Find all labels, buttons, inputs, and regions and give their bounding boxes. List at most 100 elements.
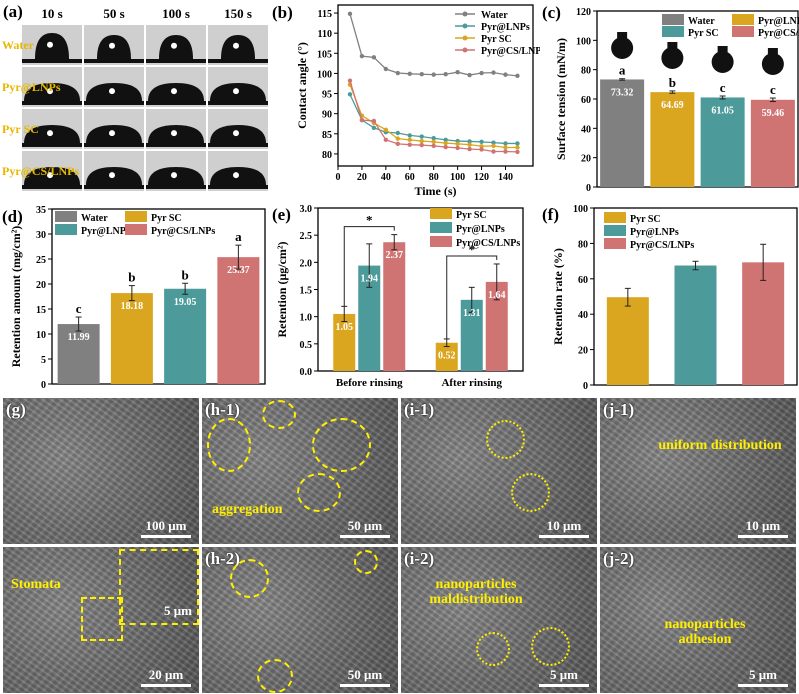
data-point xyxy=(383,137,389,143)
data-point xyxy=(491,70,496,75)
data-point xyxy=(383,127,389,132)
data-point xyxy=(395,70,401,76)
scale-bar-line xyxy=(738,684,788,687)
data-point xyxy=(479,70,484,76)
bar xyxy=(383,242,406,371)
data-point xyxy=(443,144,448,150)
substrate xyxy=(84,59,144,63)
data-point xyxy=(455,70,460,75)
bar xyxy=(674,265,717,385)
bar xyxy=(333,313,356,371)
legend-label: Pyr SC xyxy=(456,210,487,221)
y-tick-label: 0.5 xyxy=(300,340,313,351)
highlight-circle xyxy=(262,400,296,429)
y-tick-label: 80 xyxy=(578,239,588,250)
droplet-highlight xyxy=(109,42,115,49)
chart-c: 0 20 40 60 80 100 120 Surface tension (mN/m) (c)… xyxy=(542,3,799,194)
significance-letter: a xyxy=(235,229,242,244)
legend-swatch xyxy=(55,224,77,235)
data-point xyxy=(431,136,436,141)
bar xyxy=(700,97,745,187)
legend-label: Pyr SC xyxy=(630,214,661,225)
legend-marker xyxy=(462,35,468,41)
significance-marker: * xyxy=(366,213,373,228)
legend-swatch xyxy=(662,26,684,37)
data-point xyxy=(515,141,520,146)
data-point xyxy=(503,72,508,77)
data-point xyxy=(503,145,508,150)
bar-value-label: 0.52 xyxy=(438,351,456,362)
bar-value-label: 25.37 xyxy=(227,265,250,276)
legend-swatch xyxy=(55,211,77,222)
bar xyxy=(600,79,645,187)
data-point xyxy=(407,71,412,77)
highlight-circle xyxy=(486,420,525,459)
bar-value-label: 1.64 xyxy=(488,290,506,301)
panel-label: (i-2) xyxy=(404,549,435,568)
panel-label: (d) xyxy=(2,207,23,226)
x-tick-label: 40 xyxy=(381,172,391,183)
droplet-highlight xyxy=(109,130,115,137)
legend-swatch xyxy=(662,14,684,25)
substrate xyxy=(208,143,268,147)
sem-texture xyxy=(3,547,199,693)
y-tick-label: 0 xyxy=(583,381,588,392)
significance-bracket xyxy=(343,226,395,307)
droplet-highlight xyxy=(47,88,53,95)
bar-value-label: 2.37 xyxy=(386,250,404,261)
annotation: Stomata xyxy=(11,577,61,592)
y-tick-label: 2.5 xyxy=(300,231,313,242)
y-tick-label: 95 xyxy=(322,90,332,101)
legend-label: Pyr SC xyxy=(688,28,719,39)
bar-value-label: 73.32 xyxy=(611,87,634,98)
droplet-highlight xyxy=(109,88,115,95)
panel-label: (f) xyxy=(542,205,559,224)
legend-label: Pyr@LNPs xyxy=(630,227,679,238)
data-point xyxy=(419,138,424,144)
legend-label: Pyr@LNPs xyxy=(758,16,799,27)
time-label: 100 s xyxy=(162,6,190,21)
legend-swatch xyxy=(430,222,452,233)
y-tick-label: 105 xyxy=(317,49,332,60)
scale-bar: 50 μm xyxy=(340,518,390,538)
pendant-drop xyxy=(661,47,684,69)
bar xyxy=(606,297,649,385)
y-tick-label: 35 xyxy=(36,205,46,216)
y-tick-label: 20 xyxy=(581,154,591,165)
y-tick-label: 90 xyxy=(322,110,332,121)
time-label: 50 s xyxy=(103,6,124,21)
y-tick-label: 40 xyxy=(581,124,591,135)
droplet-highlight xyxy=(171,88,177,95)
legend-marker xyxy=(462,23,468,29)
sem-image: (j-1) 10 μm uniform distribution xyxy=(600,398,796,544)
substrate xyxy=(84,143,144,147)
annotation: aggregation xyxy=(212,502,283,517)
data-point xyxy=(503,141,508,146)
legend-label: Pyr@CS/LNPs xyxy=(151,226,215,237)
bar xyxy=(742,262,785,385)
legend-label: Water xyxy=(81,213,108,224)
significance-letter: b xyxy=(128,270,135,285)
highlight-circle xyxy=(230,559,269,598)
data-point xyxy=(503,149,508,154)
panel-label: (c) xyxy=(542,3,561,22)
x-tick-label: 120 xyxy=(474,172,489,183)
y-tick-label: 40 xyxy=(578,310,588,321)
substrate xyxy=(22,59,82,63)
data-point xyxy=(395,130,401,136)
data-point xyxy=(347,92,353,97)
bar-value-label: 1.94 xyxy=(361,274,379,285)
significance-marker: * xyxy=(469,242,476,257)
sem-texture xyxy=(3,398,199,544)
legend-marker xyxy=(462,47,468,53)
data-point xyxy=(407,133,412,138)
bar xyxy=(485,281,508,371)
y-tick-label: 115 xyxy=(318,9,332,20)
droplet-highlight xyxy=(233,172,239,179)
scale-bar-line xyxy=(738,535,788,538)
y-tick-label: 1.5 xyxy=(300,286,313,297)
data-point xyxy=(491,140,496,145)
scale-bar-line xyxy=(141,535,191,538)
data-point xyxy=(479,144,484,149)
data-point xyxy=(359,53,365,59)
